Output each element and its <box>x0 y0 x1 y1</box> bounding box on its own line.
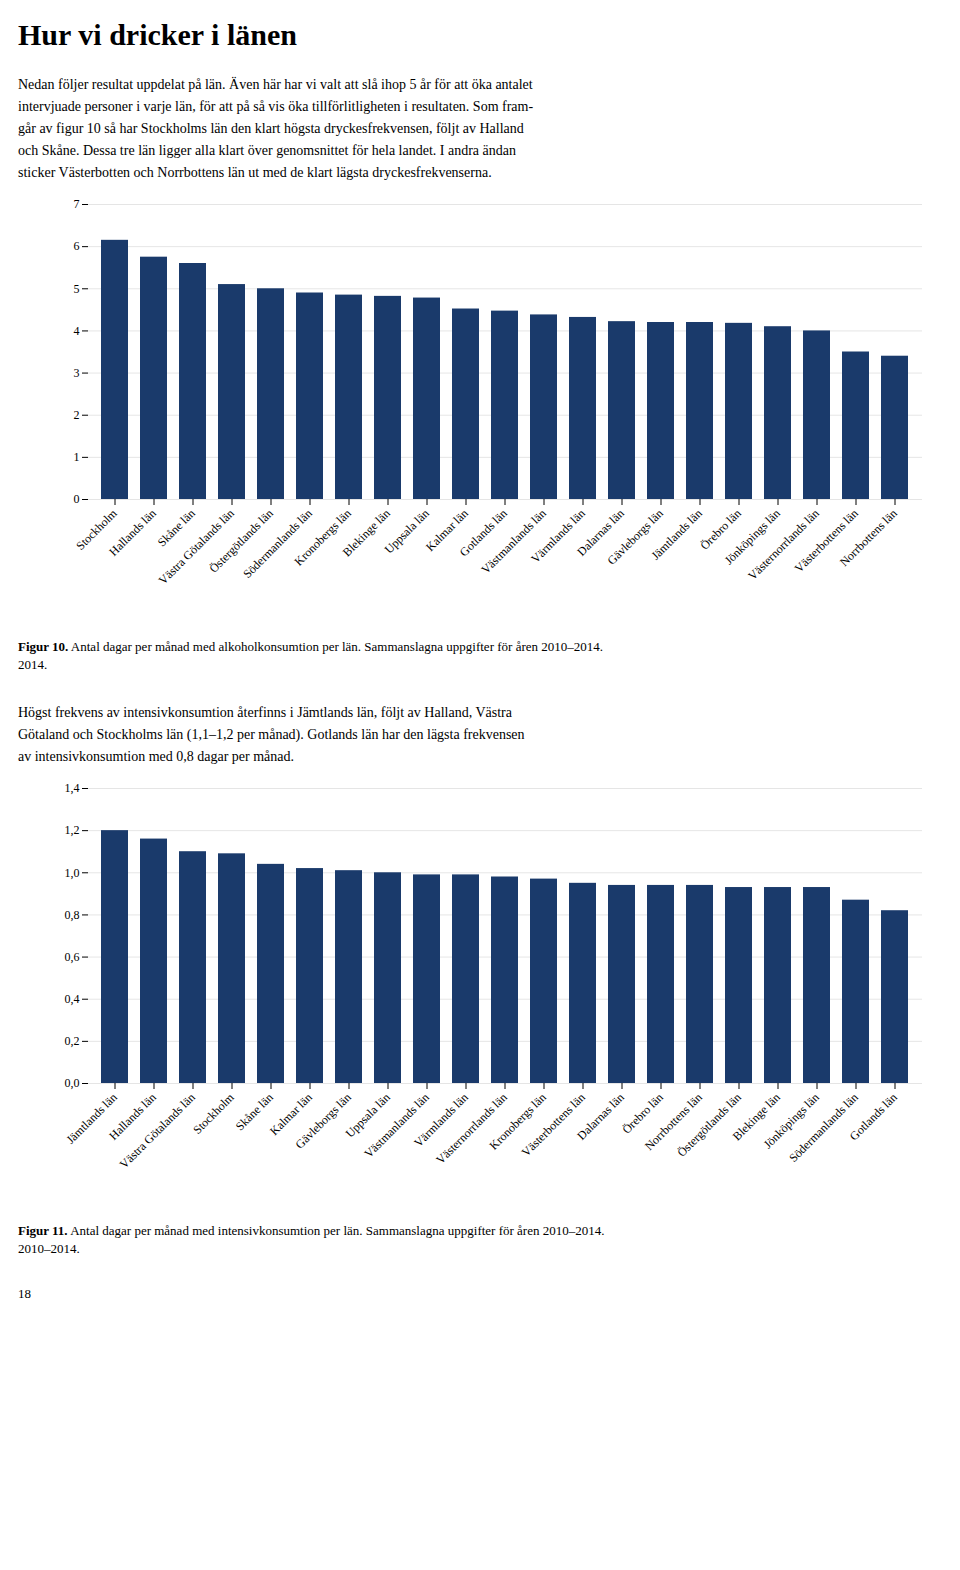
svg-text:Södermanlands län: Södermanlands län <box>786 1090 861 1165</box>
svg-text:1: 1 <box>74 450 80 464</box>
svg-text:Uppsala län: Uppsala län <box>342 1090 393 1141</box>
svg-text:Jämtlands län: Jämtlands län <box>649 506 705 562</box>
svg-text:Skåne län: Skåne län <box>154 506 198 550</box>
html-text:Götaland och Stockholms län (1: Götaland och Stockholms län (1,1–1,2 per… <box>18 727 525 742</box>
svg-text:Gävleborgs län: Gävleborgs län <box>604 506 666 568</box>
svg-text:1,2: 1,2 <box>65 823 80 837</box>
svg-text:Hallands län: Hallands län <box>106 506 159 559</box>
svg-text:Västmanlands län: Västmanlands län <box>361 1090 431 1160</box>
svg-text:Västerbottens län: Västerbottens län <box>791 506 861 576</box>
svg-text:Gävleborgs län: Gävleborgs län <box>292 1090 353 1151</box>
svg-text:Gotlands län: Gotlands län <box>456 506 510 560</box>
html-text:sticker Västerbotten och Norrb: sticker Västerbotten och Norrbottens län… <box>18 165 492 180</box>
svg-text:7: 7 <box>74 197 80 211</box>
html-text:av intensivkonsumtion med 0,8: av intensivkonsumtion med 0,8 dagar per … <box>18 749 295 764</box>
svg-text:Kronobergs län: Kronobergs län <box>292 506 354 568</box>
svg-text:Gotlands län: Gotlands län <box>847 1090 900 1143</box>
html-text:Figur 11. Antal dagar per måna: Figur 11. Antal dagar per månad med inte… <box>18 1223 605 1238</box>
svg-text:1,4: 1,4 <box>65 781 80 795</box>
html-text:Nedan följer resultat uppdelat: Nedan följer resultat uppdelat på län. Ä… <box>18 77 533 92</box>
svg-text:6: 6 <box>74 239 80 253</box>
svg-text:Västra Götalands län: Västra Götalands län <box>155 506 237 588</box>
svg-text:Blekinge län: Blekinge län <box>729 1090 783 1144</box>
svg-text:2: 2 <box>74 408 80 422</box>
svg-text:Dalarnas län: Dalarnas län <box>574 506 627 559</box>
svg-text:0,6: 0,6 <box>65 950 80 964</box>
svg-text:Kronobergs län: Kronobergs län <box>486 1090 549 1153</box>
svg-text:4: 4 <box>74 324 80 338</box>
html-text:Hur vi dricker i länen: Hur vi dricker i länen <box>18 18 297 51</box>
svg-text:Västra Götalands län: Västra Götalands län <box>117 1090 198 1171</box>
svg-text:Västerbottens län: Västerbottens län <box>519 1090 588 1159</box>
svg-text:Norrbottens län: Norrbottens län <box>641 1090 705 1154</box>
svg-text:0,0: 0,0 <box>65 1076 80 1090</box>
svg-text:Västernorrlands län: Västernorrlands län <box>433 1090 510 1167</box>
svg-text:Blekinge län: Blekinge län <box>340 506 393 559</box>
svg-text:Dalarnas län: Dalarnas län <box>574 1090 627 1143</box>
html-text:2014.: 2014. <box>18 657 48 672</box>
svg-text:Värmlands län: Värmlands län <box>528 506 588 566</box>
svg-text:Hallands län: Hallands län <box>106 1090 159 1143</box>
html-text:18: 18 <box>18 1286 31 1301</box>
html-text:går av figur 10 så har Stockho: går av figur 10 så har Stockholms län de… <box>18 121 524 136</box>
svg-text:0,2: 0,2 <box>65 1034 80 1048</box>
svg-text:Jämtlands län: Jämtlands län <box>63 1090 120 1147</box>
svg-text:Stockholm: Stockholm <box>73 506 120 553</box>
html-text:Figur 10. Antal dagar per måna: Figur 10. Antal dagar per månad med alko… <box>18 639 603 654</box>
html-text:intervjuade personer i varje l: intervjuade personer i varje län, för at… <box>18 99 534 114</box>
svg-text:3: 3 <box>74 366 80 380</box>
svg-text:Örebro län: Örebro län <box>619 1090 666 1137</box>
svg-text:0,8: 0,8 <box>65 908 80 922</box>
html-text:2010–2014.: 2010–2014. <box>18 1241 80 1256</box>
svg-text:Örebro län: Örebro län <box>697 506 744 553</box>
svg-text:Norrbottens län: Norrbottens län <box>837 506 900 569</box>
svg-text:Kalmar län: Kalmar län <box>423 506 471 555</box>
svg-text:Västmanlands län: Västmanlands län <box>478 506 548 576</box>
svg-text:Uppsala län: Uppsala län <box>382 506 432 556</box>
html-text:och Skåne. Dessa tre län ligge: och Skåne. Dessa tre län ligger alla kla… <box>18 143 516 158</box>
svg-text:Stockholm: Stockholm <box>190 1090 237 1137</box>
svg-text:Jönköpings län: Jönköpings län <box>760 1090 822 1152</box>
svg-text:5: 5 <box>74 282 80 296</box>
svg-text:0: 0 <box>74 492 80 506</box>
svg-text:1,0: 1,0 <box>65 866 80 880</box>
svg-text:Östergötlands län: Östergötlands län <box>206 506 276 576</box>
svg-text:Östergötlands län: Östergötlands län <box>674 1090 743 1159</box>
svg-text:Skåne län: Skåne län <box>232 1090 276 1134</box>
svg-text:0,4: 0,4 <box>65 992 80 1006</box>
svg-text:Kalmar län: Kalmar län <box>267 1090 315 1139</box>
svg-text:Västernorrlands län: Västernorrlands län <box>745 506 822 583</box>
html-text:Högst frekvens av intensivkons: Högst frekvens av intensivkonsumtion åte… <box>18 705 512 720</box>
svg-text:Värmlands län: Värmlands län <box>411 1090 471 1150</box>
svg-text:Jönköpings län: Jönköpings län <box>721 506 783 568</box>
svg-text:Södermanlands län: Södermanlands län <box>240 506 315 581</box>
